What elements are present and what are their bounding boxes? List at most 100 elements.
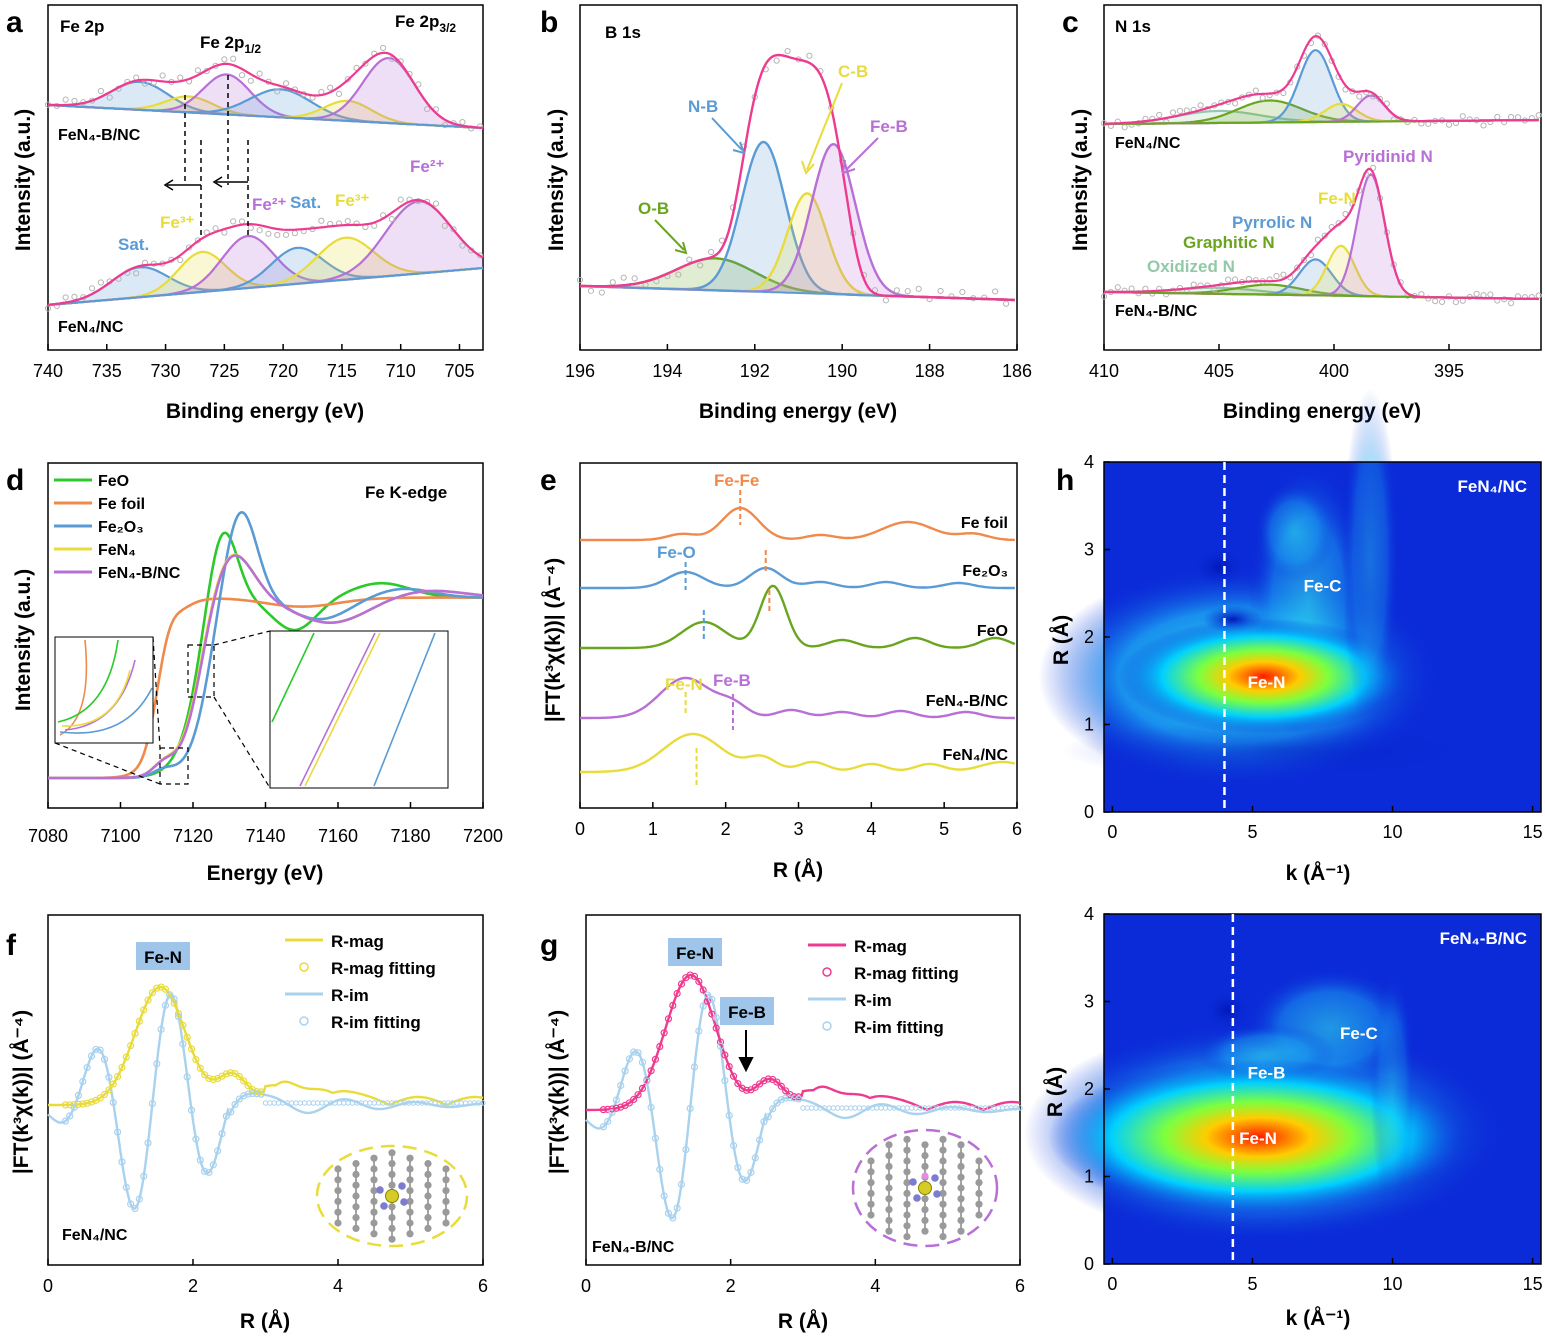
r-im-fit-point <box>140 1172 148 1180</box>
r-mag-fit-point <box>222 1070 230 1078</box>
r-im-fit-point <box>852 1105 858 1111</box>
xlabel-g: R (Å) <box>778 1309 828 1333</box>
xlabel-b: Binding energy (eV) <box>699 400 897 423</box>
data-point <box>1494 113 1501 121</box>
inset-line <box>373 632 436 787</box>
molecule-fen4-b <box>851 1128 999 1248</box>
carbon-atom <box>406 1187 414 1195</box>
r-im-fit-point <box>362 1100 369 1106</box>
xlabel-h-bottom: k (Å⁻¹) <box>1286 1306 1351 1330</box>
xtick-label: 186 <box>1002 361 1032 381</box>
xtick-label: 6 <box>478 1276 488 1296</box>
carbon-atom <box>442 1208 450 1216</box>
carbon-atom <box>903 1157 911 1165</box>
data-point <box>459 118 466 126</box>
carbon-atom <box>406 1208 414 1216</box>
data-point <box>318 217 325 224</box>
xtick-label: 405 <box>1204 361 1234 381</box>
label-c-graphitic: Graphitic N <box>1183 233 1275 252</box>
envelope <box>47 51 484 129</box>
data-point <box>1356 93 1363 100</box>
peak-fill <box>48 100 483 128</box>
xtick-label: 7180 <box>390 826 430 846</box>
carbon-atom <box>424 1160 432 1168</box>
nitrogen-atom <box>909 1178 917 1186</box>
r-mag-fit-point <box>240 1077 248 1085</box>
r-im-line <box>585 993 1020 1220</box>
label-e-feb: Fe-B <box>713 671 751 690</box>
r-mag-fit-point <box>795 1093 803 1101</box>
r-im-fit-point <box>218 1130 226 1138</box>
r-im-fit-point <box>673 1204 681 1212</box>
boron-atom <box>921 1172 929 1180</box>
r-mag-fit-point <box>179 1021 187 1029</box>
r-im-fit-point <box>621 1067 629 1075</box>
data-point <box>1232 276 1239 283</box>
nitrogen-atom <box>380 1202 388 1210</box>
nitrogen-atom <box>398 1182 406 1190</box>
carbon-atom <box>939 1168 947 1176</box>
r-im-fit-point <box>669 1214 677 1222</box>
nitrogen-atom <box>913 1194 921 1202</box>
r-im-fit-point <box>617 1081 625 1090</box>
series-label: FeO <box>977 623 1008 640</box>
r-mag-fit-point <box>738 1084 746 1092</box>
panel-h: h 0 5 10 15 0 1 2 3 4 Fe-N Fe-C FeN₄/NC 0 5 10 15 0 1 2 3 4… <box>1023 388 1543 1330</box>
xtick-label: 0 <box>43 1276 53 1296</box>
r-im-fit-point <box>656 1165 664 1173</box>
r-mag-fit-point <box>699 986 707 994</box>
plot-frame-a <box>47 4 484 351</box>
xtick-label: 7120 <box>173 826 213 846</box>
plot-frame-c <box>1103 4 1542 351</box>
curves-a <box>44 44 484 312</box>
r-im-fit-point <box>1017 1105 1023 1111</box>
data-point <box>1002 300 1010 307</box>
label-e-fen: Fe-N <box>665 675 703 694</box>
xtick-label: 6 <box>1015 1276 1025 1296</box>
data-point <box>1121 287 1128 294</box>
ytick-label: 0 <box>1084 802 1094 822</box>
r-im-fit-point <box>682 1145 690 1154</box>
xticks-d: 7080 7100 7120 7140 7160 7180 7200 <box>28 802 503 846</box>
data-point <box>141 80 149 87</box>
carbon-atom <box>442 1219 450 1227</box>
panel-letter-c: c <box>1062 6 1079 39</box>
carbon-atom <box>939 1189 947 1197</box>
data-point <box>1259 94 1266 101</box>
r-im-fit-point <box>306 1100 312 1106</box>
label-a-fe2-2: Fe²⁺ <box>410 157 445 176</box>
data-point <box>44 305 52 312</box>
r-im-fit-point <box>122 1183 130 1191</box>
r-im-fit-point <box>293 1100 299 1106</box>
ytick-label: 0 <box>1084 1254 1094 1274</box>
r-im-fit-point <box>92 1045 100 1054</box>
r-mag-fit-point <box>109 1080 117 1088</box>
carbon-atom <box>903 1189 911 1197</box>
carbon-atom <box>442 1197 450 1205</box>
data-point <box>256 227 263 234</box>
legend-label: FeO <box>98 473 129 490</box>
ft-curve <box>580 676 1015 720</box>
data-point <box>1197 102 1204 109</box>
r-mag-fit-point <box>651 1055 660 1063</box>
r-im-fit-point <box>703 991 712 999</box>
r-im-fit-point <box>604 1117 612 1126</box>
r-mag-fit-point <box>742 1086 751 1094</box>
r-im-fit-point <box>179 1040 187 1048</box>
data-point <box>88 285 96 292</box>
carbon-atom <box>352 1214 360 1222</box>
r-im-fit-point <box>161 1001 170 1009</box>
r-im-fit-point <box>297 1100 303 1106</box>
legend-label: Fe₂O₃ <box>98 519 144 536</box>
peak-fill <box>48 81 483 128</box>
carbon-atom <box>442 1165 450 1173</box>
r-mag-fit-point <box>113 1072 122 1081</box>
r-mag-fit-point <box>612 1104 620 1112</box>
xtick-label: 735 <box>92 361 122 381</box>
carbon-atom <box>885 1206 893 1214</box>
data-point <box>1487 291 1494 298</box>
r-mag-fit-point <box>634 1091 642 1099</box>
label-b-nb: N-B <box>688 97 718 116</box>
panel-f: f |FT(k³χ(k))| (Å⁻⁴) R (Å) 0 2 4 6 Fe-N R-m… <box>6 914 488 1333</box>
xticks-f: 0 2 4 6 <box>43 1259 488 1296</box>
